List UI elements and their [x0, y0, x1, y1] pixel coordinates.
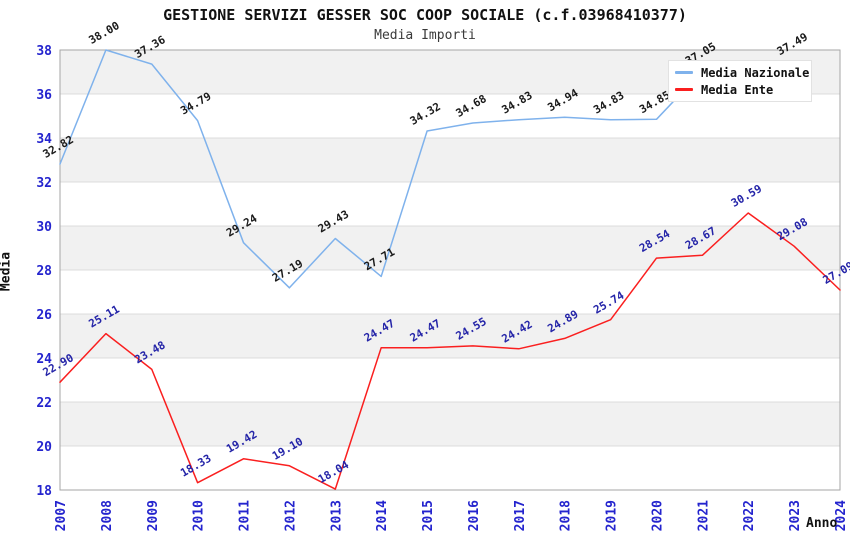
y-tick-label: 30 — [36, 220, 52, 235]
y-tick-label: 22 — [36, 396, 52, 411]
x-tick-label: 2007 — [54, 500, 69, 531]
x-tick-label: 2023 — [788, 500, 803, 531]
legend-label: Media Ente — [701, 82, 774, 97]
y-tick-label: 26 — [36, 308, 52, 323]
chart-legend: Media Nazionale Media Ente — [668, 60, 812, 102]
series-line — [59, 49, 795, 289]
plot-border — [59, 49, 841, 491]
legend-swatch-blue-line-icon — [675, 71, 693, 74]
y-tick-label: 24 — [36, 352, 52, 367]
x-tick-label: 2017 — [513, 500, 528, 531]
legend-item-media-ente: Media Ente — [675, 81, 805, 98]
x-tick-label: 2015 — [421, 500, 436, 531]
x-tick-label: 2024 — [834, 500, 849, 531]
x-tick-label: 2008 — [100, 500, 115, 531]
chart-title: GESTIONE SERVIZI GESSER SOC COOP SOCIALE… — [163, 6, 687, 24]
y-axis-title: Media — [0, 251, 14, 292]
plot-band — [60, 402, 840, 446]
x-tick-label: 2022 — [742, 500, 757, 531]
plot-band — [60, 314, 840, 358]
x-tick-label: 2014 — [375, 500, 390, 531]
plot-band — [60, 270, 840, 314]
x-axis-title: Anno — [806, 516, 838, 531]
y-tick-label: 28 — [36, 264, 52, 279]
x-tick-label: 2011 — [238, 500, 253, 531]
y-tick-label: 36 — [36, 88, 52, 103]
x-tick-label: 2018 — [559, 500, 574, 531]
legend-item-media-nazionale: Media Nazionale — [675, 64, 809, 81]
point-label: 38.00 — [87, 19, 122, 47]
x-tick-label: 2010 — [192, 500, 207, 531]
plot-band — [60, 138, 840, 182]
legend-label: Media Nazionale — [701, 65, 810, 80]
y-tick-label: 38 — [36, 44, 52, 59]
plot-band — [60, 358, 840, 402]
y-tick-label: 20 — [36, 440, 52, 455]
x-tick-label: 2016 — [467, 500, 482, 531]
y-tick-label: 18 — [36, 484, 52, 499]
legend-swatch-red-line-icon — [675, 88, 693, 91]
x-tick-label: 2009 — [146, 500, 161, 531]
y-tick-label: 32 — [36, 176, 52, 191]
x-tick-label: 2019 — [605, 500, 620, 531]
plot-band — [60, 226, 840, 270]
x-tick-label: 2020 — [650, 500, 665, 531]
x-tick-label: 2021 — [696, 500, 711, 531]
y-tick-label: 34 — [36, 132, 52, 147]
chart-subtitle: Media Importi — [374, 28, 476, 43]
x-tick-label: 2012 — [283, 500, 298, 531]
series-line — [59, 212, 841, 490]
x-tick-label: 2013 — [329, 500, 344, 531]
plot-band — [60, 182, 840, 226]
plot-band — [60, 446, 840, 490]
